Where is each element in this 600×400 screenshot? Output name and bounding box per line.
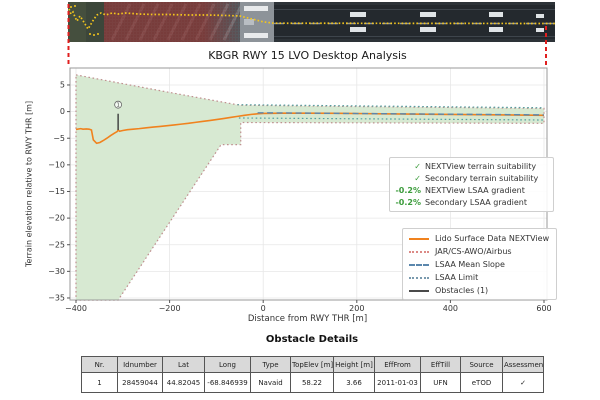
legend-marker: -0.2% bbox=[395, 186, 421, 195]
legend-suitability-row: ✓ NEXTView terrain suitability bbox=[392, 161, 549, 173]
y-tick-label: −15 bbox=[48, 187, 65, 196]
x-tick-label: 0 bbox=[261, 304, 266, 313]
y-tick-label: −35 bbox=[48, 294, 65, 303]
legend-line-swatch bbox=[409, 238, 429, 240]
table-cell: 2011-01-03 bbox=[374, 372, 421, 393]
table-header-cell: EffTill bbox=[420, 356, 461, 373]
survey-dot-cluster bbox=[70, 5, 99, 36]
legend-label: Obstacles (1) bbox=[435, 286, 489, 295]
legend-lines-row: Lido Surface Data NEXTView bbox=[409, 232, 552, 245]
legend-marker: -0.2% bbox=[395, 198, 421, 207]
obstacle-marker bbox=[114, 100, 123, 109]
table-header-cell: TopElev [m] bbox=[290, 356, 334, 373]
legend-label: NEXTView terrain suitability bbox=[425, 162, 537, 171]
legend-label: Lido Surface Data NEXTView bbox=[435, 234, 550, 243]
table-cell: 28459044 bbox=[117, 372, 163, 393]
table-row: 1 28459044 44.82045 -68.846939 Navaid 58.22 3.… bbox=[81, 372, 544, 393]
legend-marker: ✓ bbox=[414, 162, 421, 171]
table-cell: 58.22 bbox=[290, 372, 334, 393]
legend-line-swatch bbox=[409, 277, 429, 279]
table-cell: UFN bbox=[420, 372, 461, 393]
legend-suitability-row: -0.2% NEXTView LSAA gradient bbox=[392, 185, 549, 197]
terrain-elevation-chart: 1 −400 −200 0 200 400 600 5 0 −5 −10 −15 −20 −25 −30 −3… bbox=[48, 4, 552, 313]
runway-surface bbox=[274, 2, 555, 42]
table-header-cell: Assessment bbox=[502, 356, 544, 373]
table-header-cell: Nr. bbox=[81, 356, 118, 373]
obstacle-marker-label: 1 bbox=[117, 102, 120, 108]
table-header-cell: Source bbox=[460, 356, 503, 373]
legend-label: JAR/CS-AWO/Airbus bbox=[435, 247, 512, 256]
y-tick-label: −20 bbox=[48, 214, 65, 223]
table-header-cell: Lat bbox=[162, 356, 205, 373]
table-cell: eTOD bbox=[460, 372, 503, 393]
y-tick-label: −5 bbox=[53, 134, 65, 143]
table-cell: 44.82045 bbox=[162, 372, 205, 393]
suitability-area bbox=[75, 74, 545, 301]
y-tick-label: 5 bbox=[60, 81, 65, 90]
table-cell: ✓ bbox=[502, 372, 544, 393]
table-header-cell: Height [m] bbox=[333, 356, 375, 373]
legend-lines-row: Obstacles (1) bbox=[409, 284, 552, 297]
legend-suitability-row: ✓ Secondary terrain suitability bbox=[392, 173, 549, 185]
table-header: Nr. Idnumber Lat Long Type TopElev [m] Height … bbox=[81, 356, 544, 373]
y-tick-label: −25 bbox=[48, 240, 65, 249]
x-axis-label: Distance from RWY THR [m] bbox=[247, 314, 368, 324]
x-tick-label: 400 bbox=[443, 304, 458, 313]
series-lsaa-mean-slope bbox=[257, 112, 545, 116]
table-cell: 3.66 bbox=[333, 372, 375, 393]
legend-suitability-row: -0.2% Secondary LSAA gradient bbox=[392, 197, 549, 209]
legend-line-swatch bbox=[409, 264, 429, 266]
survey-track-dots bbox=[68, 8, 555, 31]
series-lsaa-limit bbox=[238, 117, 545, 121]
touchdown-markings bbox=[350, 12, 544, 32]
y-tick-label: −10 bbox=[48, 160, 65, 169]
legend-marker: ✓ bbox=[414, 174, 421, 183]
obstacle-table-title: Obstacle Details bbox=[265, 334, 359, 345]
table-header-cell: Long bbox=[204, 356, 251, 373]
x-tick-label: 600 bbox=[536, 304, 551, 313]
table-body: 1 28459044 44.82045 -68.846939 Navaid 58.22 3.… bbox=[81, 372, 544, 393]
table-header-cell: Idnumber bbox=[117, 356, 163, 373]
x-tick-label: 200 bbox=[349, 304, 364, 313]
x-tick-label: −400 bbox=[65, 304, 87, 313]
table-header-cell: EffFrom bbox=[374, 356, 421, 373]
series-lsaa-limit bbox=[237, 104, 545, 109]
table-cell: -68.846939 bbox=[204, 372, 251, 393]
table-header-row: Nr. Idnumber Lat Long Type TopElev [m] Height … bbox=[81, 356, 544, 373]
legend-lines-row: LSAA Mean Slope bbox=[409, 258, 552, 271]
legend-label: LSAA Limit bbox=[435, 273, 479, 282]
chart-title: KBGR RWY 15 LVO Desktop Analysis bbox=[208, 49, 407, 62]
obstacle-table: Nr. Idnumber Lat Long Type TopElev [m] Height … bbox=[81, 356, 544, 393]
table-cell: 1 bbox=[81, 372, 118, 393]
legend-label: Secondary LSAA gradient bbox=[425, 198, 528, 207]
legend-lines-row: LSAA Limit bbox=[409, 271, 552, 284]
legend-lines-row: JAR/CS-AWO/Airbus bbox=[409, 245, 552, 258]
legend-label: NEXTView LSAA gradient bbox=[425, 186, 525, 195]
y-tick-label: −30 bbox=[48, 267, 65, 276]
legend-label: Secondary terrain suitability bbox=[425, 174, 539, 183]
legend-label: LSAA Mean Slope bbox=[435, 260, 505, 269]
table-cell: Navaid bbox=[250, 372, 291, 393]
legend-suitability: ✓ NEXTView terrain suitability ✓ Secondary … bbox=[389, 157, 554, 212]
x-tick-label: −200 bbox=[159, 304, 181, 313]
y-tick-label: 0 bbox=[60, 107, 65, 116]
aerial-photo-strip bbox=[68, 2, 555, 42]
table-header-cell: Type bbox=[250, 356, 291, 373]
legend-line-swatch bbox=[409, 290, 429, 292]
legend-line-swatch bbox=[409, 251, 429, 253]
legend-lines: Lido Surface Data NEXTView JAR/CS-AWO/Air… bbox=[402, 228, 557, 300]
